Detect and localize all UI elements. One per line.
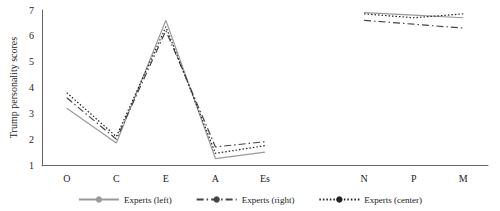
- svg-text:7: 7: [29, 5, 34, 16]
- svg-text:Trump personality scores: Trump personality scores: [8, 37, 19, 138]
- svg-text:3: 3: [29, 108, 34, 119]
- svg-text:O: O: [63, 173, 70, 184]
- svg-text:2: 2: [29, 134, 34, 145]
- svg-text:A: A: [212, 173, 220, 184]
- svg-text:C: C: [113, 173, 120, 184]
- svg-text:E: E: [163, 173, 169, 184]
- svg-text:Experts (right): Experts (right): [242, 195, 295, 205]
- svg-text:1: 1: [29, 160, 34, 171]
- svg-text:5: 5: [29, 56, 34, 67]
- svg-text:4: 4: [29, 82, 34, 93]
- svg-text:Experts (center): Experts (center): [364, 195, 422, 205]
- svg-text:N: N: [360, 173, 367, 184]
- svg-text:Experts (left): Experts (left): [124, 195, 172, 205]
- svg-text:M: M: [459, 173, 468, 184]
- svg-text:P: P: [411, 173, 417, 184]
- svg-text:6: 6: [29, 30, 34, 41]
- svg-text:Es: Es: [260, 173, 270, 184]
